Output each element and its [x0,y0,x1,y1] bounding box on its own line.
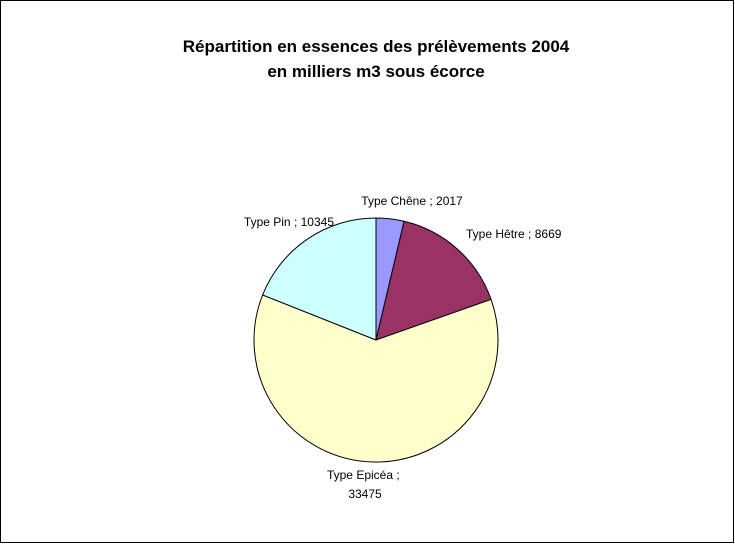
label-category: Type Pin [244,215,291,229]
label-value: 2017 [436,194,463,208]
label-category: Type Hêtre [466,227,525,241]
label-value: 10345 [301,215,335,229]
data-label: Type Chêne ; 2017 [361,194,463,208]
label-separator: ; [525,227,535,241]
label-value: 33475 [348,487,382,501]
label-separator: ; [393,468,403,482]
pie-slice [261,217,377,341]
label-value: 8669 [535,227,562,241]
chart-subtitle: en milliers m3 sous écorce [267,62,484,81]
pie-slice [253,294,499,463]
label-separator: ; [291,215,301,229]
chart-title: Répartition en essences des prélèvements… [183,37,570,56]
label-category: Type Chêne [361,194,426,208]
pie-slice [375,220,492,341]
label-category: Type Epicéa [327,468,393,482]
label-separator: ; [426,194,436,208]
data-label: Type Epicéa ; 33475 [327,468,403,501]
data-label: Type Hêtre ; 8669 [466,227,562,241]
data-label: Type Pin ; 10345 [244,215,334,229]
